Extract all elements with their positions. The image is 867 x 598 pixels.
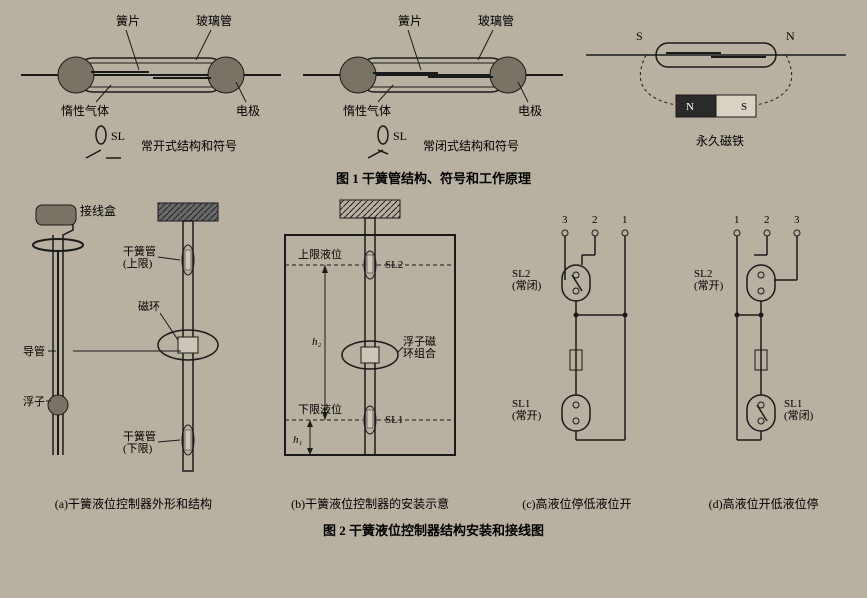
t3: 3 [794, 214, 800, 226]
magnet-s: S [741, 101, 747, 113]
reed-no-cell: 簧片 玻璃管 惰性气体 电极 SL 常开式结构和符号 [21, 10, 281, 160]
panel-d-caption: (d)高液位开低液位停 [709, 495, 819, 512]
panel-d: 1 2 3 SL2(常开) [679, 195, 849, 512]
panel-c: 3 2 1 SL2(常闭) [492, 195, 662, 512]
panel-a-caption: (a)干簧液位控制器外形和结构 [55, 495, 212, 512]
s-label: S [636, 29, 643, 43]
lbl-h1: h₁ [293, 434, 303, 446]
t1: 1 [734, 214, 740, 226]
lbl-sl2c: SL2(常闭) [512, 268, 542, 292]
fig1-caption: 图 1 干簧管结构、符号和工作原理 [10, 168, 857, 187]
panel-b-svg: SL2 上限液位 浮子磁环组合 SL1 下限液位 [265, 195, 475, 495]
lbl-h2: h₂ [312, 336, 322, 348]
t2: 2 [764, 214, 770, 226]
lbl-sl1c: SL1(常开) [512, 398, 542, 422]
lbl-reed-down: 干簧管(下限) [123, 429, 156, 455]
panel-c-svg: 3 2 1 SL2(常闭) [492, 195, 662, 495]
magnet-n: N [686, 101, 694, 113]
panel-b: SL2 上限液位 浮子磁环组合 SL1 下限液位 [265, 195, 475, 512]
symbol-sl: SL [393, 129, 407, 143]
panel-d-svg: 1 2 3 SL2(常开) [679, 195, 849, 495]
panel-b-caption: (b)干簧液位控制器的安装示意 [291, 495, 449, 512]
desc-nc: 常闭式结构和符号 [423, 138, 519, 153]
label-dianji: 电极 [518, 104, 542, 118]
reed-no-diagram: 簧片 玻璃管 惰性气体 电极 SL 常开式结构和符号 [21, 10, 281, 160]
figure-2: 接线盒 干簧管(上限) 磁环 [10, 195, 857, 539]
figure-1: 簧片 玻璃管 惰性气体 电极 SL 常开式结构和符号 [10, 10, 857, 187]
fig2-caption: 图 2 干簧液位控制器结构安装和接线图 [10, 520, 857, 539]
desc-no: 常开式结构和符号 [141, 138, 237, 153]
desc-magnet: 永久磁铁 [696, 133, 744, 148]
label-duxing: 惰性气体 [61, 103, 109, 118]
reed-magnet-cell: S N N S 永久磁铁 [586, 10, 846, 160]
label-huangpian: 簧片 [398, 13, 422, 28]
label-duxing: 惰性气体 [343, 103, 391, 118]
panel-c-caption: (c)高液位停低液位开 [522, 495, 631, 512]
label-boli: 玻璃管 [478, 13, 514, 28]
reed-nc-diagram: 簧片 玻璃管 惰性气体 电极 SL 常闭式结构和符号 [303, 10, 563, 160]
lbl-fuzi-b: 浮子磁环组合 [403, 335, 436, 360]
reed-magnet-diagram: S N N S 永久磁铁 [586, 10, 846, 160]
lbl-xiaxian: 下限液位 [298, 402, 342, 416]
label-boli: 玻璃管 [196, 13, 232, 28]
lbl-jiexian: 接线盒 [80, 203, 116, 218]
lbl-shangxian: 上限液位 [298, 247, 342, 261]
lbl-fuzi: 浮子 [23, 395, 45, 408]
lbl-sl2d: SL2(常开) [694, 268, 724, 292]
label-huangpian: 簧片 [116, 13, 140, 28]
label-dianji: 电极 [236, 104, 260, 118]
lbl-sl1d: SL1(常闭) [784, 398, 814, 422]
t1: 1 [622, 214, 628, 226]
t3: 3 [562, 214, 568, 226]
lbl-daoguan: 导管 [23, 344, 45, 358]
panel-a-svg: 接线盒 干簧管(上限) 磁环 [18, 195, 248, 495]
symbol-sl: SL [111, 129, 125, 143]
lbl-reed-up: 干簧管(上限) [123, 244, 156, 270]
panel-a: 接线盒 干簧管(上限) 磁环 [18, 195, 248, 512]
n-label: N [786, 29, 795, 43]
reed-nc-cell: 簧片 玻璃管 惰性气体 电极 SL 常闭式结构和符号 [303, 10, 563, 160]
lbl-cihuan: 磁环 [138, 300, 160, 313]
t2: 2 [592, 214, 598, 226]
